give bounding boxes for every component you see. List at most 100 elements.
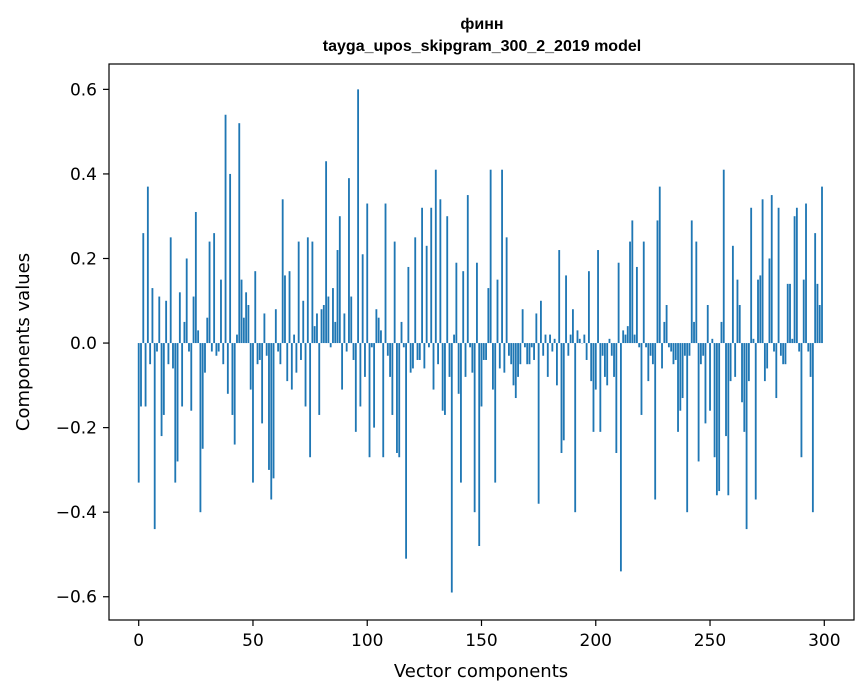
bar-139 (455, 262, 458, 344)
bar-273 (761, 199, 764, 344)
bar-282 (782, 343, 785, 365)
bar-77 (313, 326, 316, 344)
bar-21 (185, 258, 188, 344)
bar-130 (434, 169, 437, 344)
bar-115 (400, 321, 403, 344)
bar-219 (638, 343, 641, 348)
bar-120 (412, 343, 414, 369)
bar-189 (569, 334, 572, 344)
bar-48 (247, 305, 250, 344)
y-tick-label: −0.2 (56, 419, 97, 439)
bar-265 (743, 343, 746, 432)
bar-91 (345, 343, 348, 352)
bar-255 (720, 321, 723, 344)
bar-53 (258, 343, 261, 360)
bar-30 (206, 317, 209, 344)
bar-277 (770, 195, 773, 344)
bar-99 (364, 343, 366, 377)
bar-289 (798, 343, 801, 352)
bar-241 (688, 343, 691, 356)
bar-70 (297, 241, 300, 344)
bar-132 (439, 199, 442, 344)
bar-13 (167, 343, 170, 365)
bar-171 (528, 343, 531, 365)
bar-49 (249, 343, 252, 390)
bar-247 (702, 343, 705, 356)
chart-subtitle: tayga_upos_skipgram_300_2_2019 model (323, 38, 641, 55)
bar-174 (535, 313, 538, 344)
x-tick-label: 50 (242, 631, 264, 651)
bar-278 (773, 343, 775, 352)
y-tick-label: 0.0 (70, 334, 97, 354)
bar-161 (505, 237, 508, 344)
bar-125 (423, 343, 426, 369)
bar-131 (437, 343, 439, 365)
bar-248 (704, 343, 707, 424)
bar-12 (165, 300, 168, 344)
bar-16 (174, 343, 177, 483)
bar-203 (601, 343, 604, 356)
bar-76 (311, 241, 314, 344)
bar-186 (562, 343, 565, 441)
bar-51 (254, 271, 257, 344)
bar-193 (578, 338, 581, 344)
bar-93 (350, 296, 353, 344)
bar-158 (498, 343, 501, 369)
plot-frame (108, 63, 855, 621)
bar-67 (290, 343, 293, 390)
bar-127 (428, 343, 430, 348)
x-tick-label: 0 (133, 631, 144, 651)
bar-31 (208, 241, 211, 344)
bar-136 (448, 343, 451, 377)
bar-206 (608, 338, 611, 344)
bar-110 (389, 343, 391, 377)
bar-286 (791, 338, 794, 344)
bar-94 (352, 343, 355, 360)
bar-113 (396, 343, 398, 453)
x-tick-label: 250 (694, 631, 726, 651)
bar-232 (667, 343, 670, 348)
bar-11 (162, 343, 165, 415)
bar-5 (149, 343, 152, 365)
bar-143 (464, 343, 467, 377)
bar-133 (441, 343, 444, 411)
bar-46 (242, 317, 245, 344)
bar-137 (450, 343, 453, 593)
bar-256 (722, 169, 725, 344)
bar-71 (300, 343, 302, 360)
bar-199 (592, 343, 595, 432)
y-tick-label: 0.6 (70, 80, 97, 100)
bar-192 (576, 330, 579, 344)
bar-89 (341, 343, 344, 390)
bar-44 (238, 123, 241, 344)
bar-200 (594, 343, 597, 390)
bar-254 (718, 343, 721, 492)
bar-168 (521, 309, 524, 344)
bar-293 (807, 343, 810, 352)
bar-202 (599, 343, 602, 432)
bar-17 (176, 343, 179, 462)
bar-249 (706, 305, 709, 344)
bar-182 (553, 338, 556, 344)
bar-105 (377, 317, 380, 344)
bar-150 (480, 343, 483, 407)
bar-259 (729, 343, 732, 382)
bar-27 (199, 343, 202, 513)
bar-101 (368, 343, 371, 458)
bar-145 (469, 343, 471, 348)
bar-3 (144, 343, 147, 407)
bar-213 (624, 334, 627, 344)
bar-253 (715, 343, 718, 496)
bar-87 (336, 250, 339, 344)
bar-217 (633, 334, 636, 344)
bar-2 (142, 233, 145, 344)
bar-98 (361, 254, 364, 344)
bar-81 (322, 305, 325, 344)
bar-140 (457, 343, 460, 394)
bar-188 (567, 343, 570, 356)
bar-69 (295, 343, 298, 373)
bar-54 (261, 343, 264, 424)
bar-276 (768, 258, 771, 344)
bar-153 (487, 288, 490, 344)
bar-231 (665, 305, 668, 344)
